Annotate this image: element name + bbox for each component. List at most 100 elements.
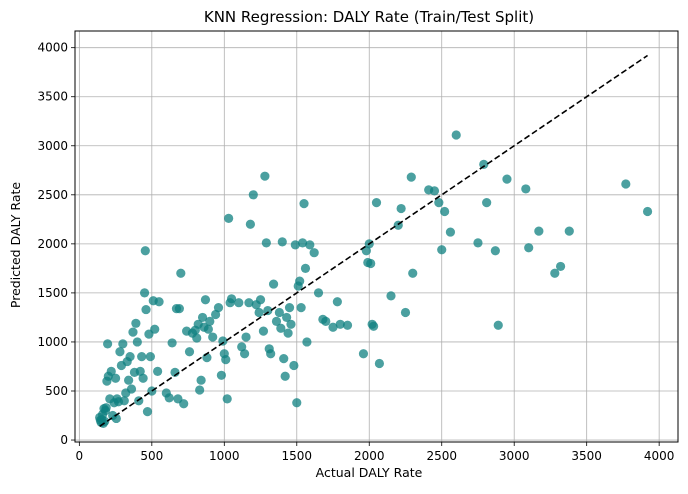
- data-point: [244, 298, 254, 308]
- data-point: [445, 227, 456, 237]
- data-point: [279, 354, 289, 364]
- data-point: [361, 246, 371, 256]
- y-tick-label: 0: [60, 433, 68, 447]
- data-point: [176, 268, 186, 278]
- data-point: [621, 179, 631, 189]
- data-point: [299, 199, 309, 209]
- data-point: [437, 245, 447, 255]
- y-axis-ticks: 0 500 1000 1500 2000 2500 3000 3500 4000: [37, 41, 75, 447]
- x-axis-label: Actual DALY Rate: [316, 465, 423, 480]
- data-point: [111, 413, 121, 424]
- y-tick-label: 3000: [37, 139, 68, 153]
- data-point: [429, 186, 440, 196]
- data-point: [255, 295, 266, 305]
- data-point: [197, 312, 208, 323]
- x-tick-label: 4000: [644, 449, 675, 463]
- data-point: [342, 320, 353, 330]
- data-point: [260, 171, 270, 181]
- data-point: [106, 366, 116, 376]
- data-point: [302, 337, 312, 347]
- data-point: [482, 198, 492, 208]
- data-point: [296, 303, 306, 313]
- x-axis-ticks: 0 500 1000 1500 2000 2500 3000 3500 4000: [76, 442, 675, 463]
- reference-line: [99, 54, 649, 427]
- data-point: [309, 248, 319, 258]
- data-point: [119, 396, 129, 406]
- data-point: [139, 288, 150, 298]
- data-point: [150, 324, 160, 334]
- data-point: [208, 332, 218, 342]
- x-tick-label: 3500: [571, 449, 602, 463]
- y-tick-label: 3500: [37, 90, 68, 104]
- data-point: [263, 305, 273, 316]
- data-point: [555, 261, 566, 272]
- data-point: [140, 246, 150, 256]
- data-point: [313, 288, 324, 298]
- data-point: [335, 319, 345, 329]
- data-point: [305, 240, 315, 250]
- data-point: [282, 312, 292, 323]
- data-point: [321, 316, 331, 326]
- data-point: [358, 349, 369, 359]
- data-point: [386, 291, 396, 301]
- data-point: [200, 295, 211, 305]
- data-point: [211, 309, 221, 320]
- data-point: [490, 246, 500, 256]
- data-point: [328, 322, 338, 332]
- data-point: [205, 316, 215, 326]
- data-point: [284, 303, 295, 313]
- data-points: [95, 130, 653, 428]
- x-tick-label: 2000: [354, 449, 385, 463]
- y-tick-label: 1500: [37, 286, 68, 300]
- data-point: [408, 268, 418, 278]
- data-point: [239, 349, 250, 359]
- data-point: [248, 190, 258, 200]
- data-point: [277, 237, 287, 247]
- data-point: [521, 184, 531, 194]
- data-point: [115, 347, 125, 357]
- data-point: [369, 321, 379, 331]
- data-point: [274, 307, 284, 318]
- data-point: [234, 298, 244, 308]
- data-point: [145, 352, 155, 362]
- data-point: [216, 370, 227, 380]
- data-point: [126, 384, 137, 394]
- data-point: [550, 268, 560, 278]
- data-point: [132, 337, 142, 347]
- y-tick-label: 2500: [37, 188, 68, 202]
- data-point: [195, 385, 205, 395]
- data-point: [138, 373, 148, 383]
- data-point: [280, 371, 290, 381]
- data-point: [141, 304, 151, 315]
- data-point: [440, 206, 450, 217]
- data-point: [192, 333, 202, 343]
- data-point: [406, 172, 416, 182]
- data-point: [213, 303, 224, 313]
- data-point: [374, 358, 384, 369]
- data-point: [164, 393, 174, 403]
- data-point: [300, 263, 311, 273]
- data-point: [479, 159, 489, 170]
- y-tick-label: 2000: [37, 237, 68, 251]
- data-point: [396, 203, 406, 214]
- data-point: [101, 403, 111, 413]
- data-point: [266, 349, 276, 359]
- data-point: [135, 366, 145, 376]
- data-point: [196, 375, 206, 385]
- y-tick-label: 500: [45, 384, 68, 398]
- data-point: [203, 324, 213, 334]
- data-point: [502, 174, 512, 184]
- data-point: [434, 198, 444, 208]
- y-axis-label: Predicted DALY Rate: [8, 182, 23, 308]
- data-point: [297, 238, 308, 248]
- chart-title: KNN Regression: DALY Rate (Train/Test Sp…: [204, 8, 534, 26]
- data-point: [218, 336, 228, 346]
- data-point: [332, 297, 342, 307]
- data-point: [221, 355, 231, 365]
- data-point: [493, 320, 503, 330]
- data-point: [184, 347, 195, 357]
- data-point: [222, 394, 232, 404]
- data-point: [110, 373, 121, 383]
- reference-line-group: [99, 54, 649, 427]
- data-point: [261, 238, 271, 248]
